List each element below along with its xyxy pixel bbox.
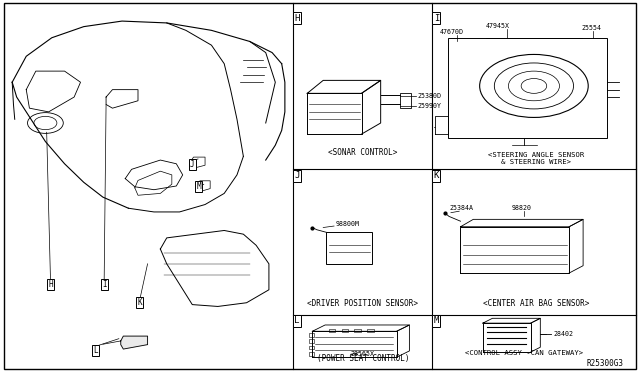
Text: H: H — [294, 14, 300, 23]
Text: R25300G3: R25300G3 — [586, 359, 623, 368]
Bar — [342, 329, 348, 332]
Bar — [308, 352, 314, 356]
Bar — [329, 329, 335, 332]
Text: <DRIVER POSITION SENSOR>: <DRIVER POSITION SENSOR> — [307, 299, 419, 308]
Text: <STEERING ANGLE SENSOR
& STEERING WIRE>: <STEERING ANGLE SENSOR & STEERING WIRE> — [488, 151, 584, 164]
Bar — [326, 232, 372, 264]
Bar — [308, 339, 314, 343]
Text: (POWER SEAT CONTROL): (POWER SEAT CONTROL) — [317, 354, 409, 363]
Bar — [367, 329, 374, 332]
Text: L: L — [294, 317, 300, 326]
Text: K: K — [434, 171, 439, 180]
Text: 98820: 98820 — [511, 205, 532, 211]
Bar — [400, 93, 412, 108]
Text: 28402: 28402 — [553, 331, 573, 337]
Text: J: J — [294, 171, 300, 180]
Text: I: I — [434, 14, 439, 23]
Bar — [308, 333, 314, 337]
Text: J: J — [190, 160, 195, 169]
Text: H: H — [48, 280, 53, 289]
Text: 25554: 25554 — [582, 25, 602, 31]
Text: 28565X: 28565X — [351, 352, 374, 357]
Text: K: K — [138, 298, 142, 307]
Text: 47670D: 47670D — [440, 29, 464, 35]
Text: 25990Y: 25990Y — [417, 103, 441, 109]
Bar — [448, 38, 607, 138]
Text: M: M — [196, 182, 201, 191]
Bar — [308, 346, 314, 349]
Text: <CONTROL ASSY -CAN GATEWAY>: <CONTROL ASSY -CAN GATEWAY> — [465, 350, 584, 356]
Text: <SONAR CONTROL>: <SONAR CONTROL> — [328, 148, 397, 157]
Text: 25384A: 25384A — [450, 205, 474, 211]
Text: <CENTER AIR BAG SENSOR>: <CENTER AIR BAG SENSOR> — [483, 299, 589, 308]
Text: M: M — [434, 317, 439, 326]
Polygon shape — [121, 336, 148, 349]
Text: I: I — [102, 280, 106, 289]
Bar — [355, 329, 361, 332]
Text: 98800M: 98800M — [336, 221, 360, 227]
Text: 25380D: 25380D — [417, 93, 441, 99]
Text: 47945X: 47945X — [486, 23, 510, 29]
Text: L: L — [93, 346, 97, 355]
